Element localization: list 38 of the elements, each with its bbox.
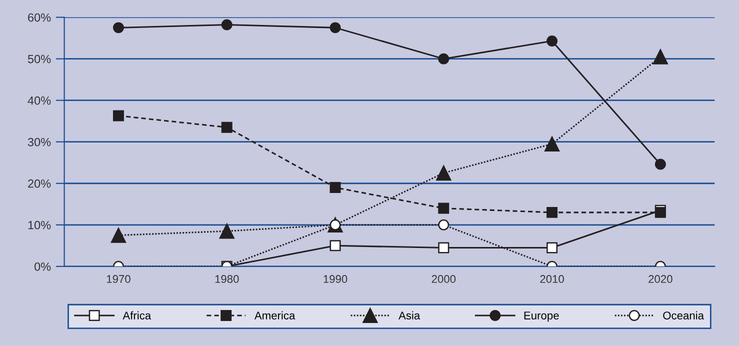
point — [654, 158, 666, 170]
point — [221, 19, 232, 30]
legend-label: Europe — [524, 312, 559, 322]
x-tick-label: 1990 — [324, 275, 348, 283]
point — [438, 242, 450, 254]
legend-label: Oceania — [663, 311, 704, 320]
y-tick-label: 30% — [28, 138, 51, 146]
point — [330, 182, 341, 194]
point — [546, 206, 558, 218]
x-tick-label: 2000 — [432, 275, 456, 283]
point — [438, 53, 450, 64]
point — [546, 242, 558, 254]
point — [436, 165, 452, 181]
point — [110, 228, 126, 243]
y-tick-label: 50% — [28, 54, 51, 64]
x-tick-label: 2020 — [648, 275, 672, 283]
point — [113, 110, 124, 122]
point — [652, 49, 668, 64]
x-tick-label: 1970 — [106, 275, 130, 283]
point — [113, 22, 124, 34]
legend-label: America — [254, 311, 296, 320]
point — [438, 219, 450, 230]
y-tick-label: 10% — [28, 220, 51, 230]
legend-label: Asia — [398, 311, 420, 320]
point — [219, 224, 234, 239]
point — [546, 35, 558, 46]
legend-label: Africa — [122, 311, 152, 320]
point — [544, 136, 560, 152]
point — [438, 202, 450, 214]
y-tick-label: 60% — [28, 13, 51, 22]
point — [330, 240, 341, 252]
x-tick-label: 1980 — [215, 275, 239, 283]
x-tick-label: 2010 — [540, 275, 564, 283]
y-tick-label: 20% — [28, 179, 51, 188]
point — [330, 22, 341, 34]
y-tick-label: 0% — [34, 262, 51, 271]
y-tick-label: 40% — [28, 96, 51, 105]
point — [221, 122, 232, 133]
